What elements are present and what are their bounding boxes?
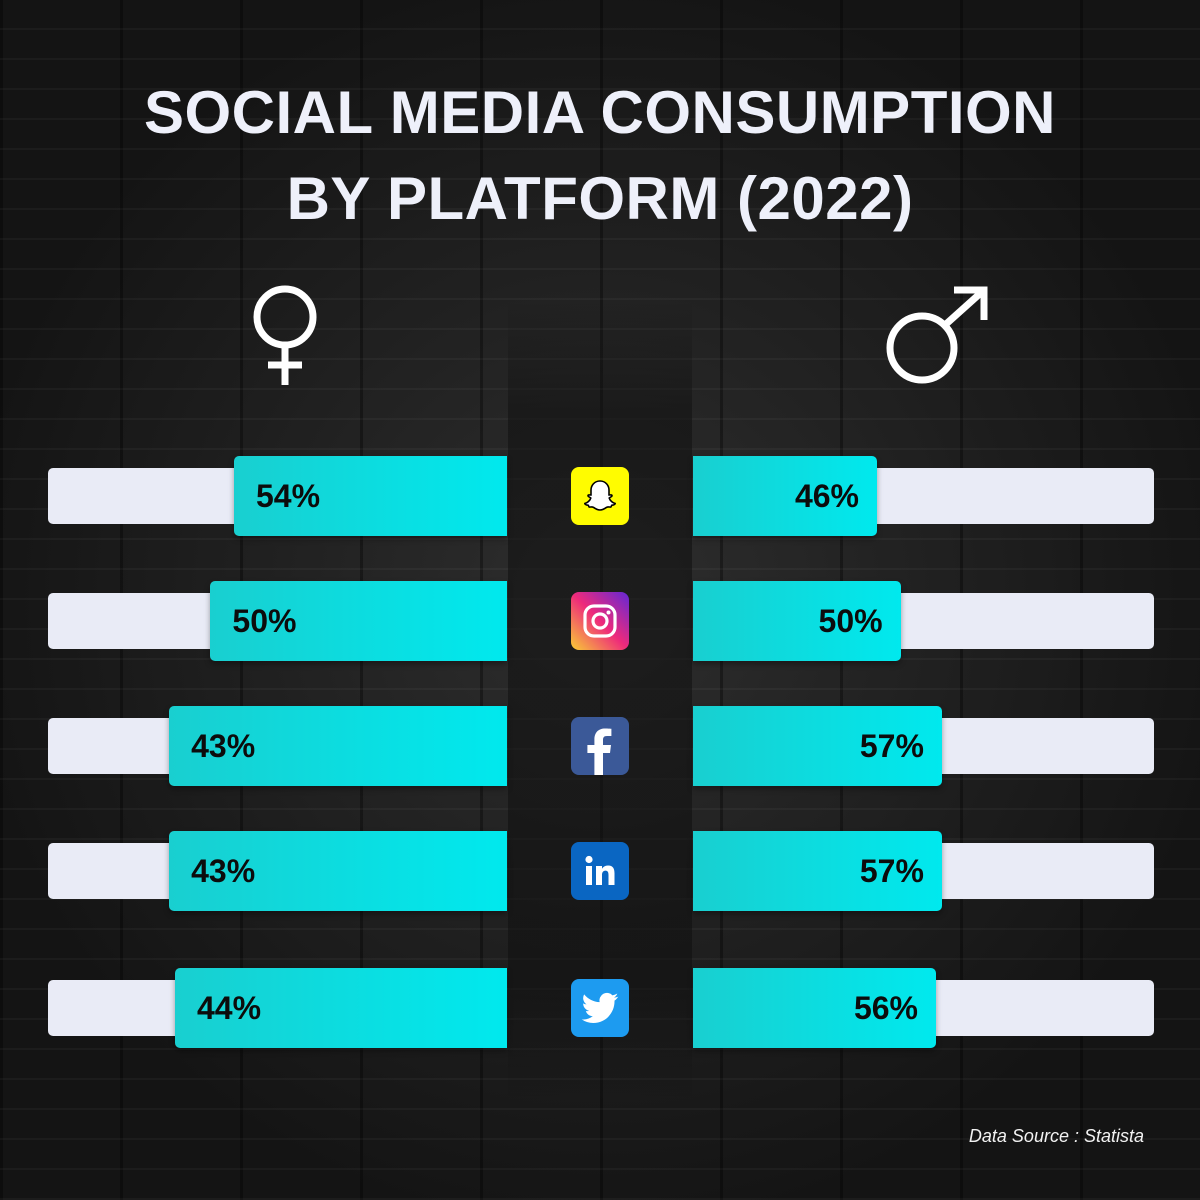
female-bar-facebook: 43%: [169, 706, 507, 786]
female-bar-twitter: 44%: [175, 968, 507, 1048]
female-value-label: 54%: [256, 477, 321, 514]
male-bar-linkedin: 57%: [693, 831, 942, 911]
center-strip: [508, 300, 692, 1100]
female-value-label: 44%: [197, 989, 262, 1026]
male-bar-snapchat: 46%: [693, 456, 877, 536]
male-value-label: 57%: [859, 852, 924, 889]
title-line-2: BY PLATFORM (2022): [286, 165, 914, 232]
twitter-icon: [571, 979, 629, 1037]
instagram-icon: [571, 592, 629, 650]
male-value-label: 50%: [818, 602, 883, 639]
male-symbol-icon: [886, 286, 988, 384]
female-value-label: 50%: [232, 602, 297, 639]
female-symbol-icon: [253, 285, 317, 385]
female-value-label: 43%: [191, 727, 256, 764]
linkedin-icon: [571, 842, 629, 900]
female-value-label: 43%: [191, 852, 256, 889]
data-source-note: Data Source : Statista: [968, 1126, 1144, 1146]
female-bar-snapchat: 54%: [234, 456, 507, 536]
male-value-label: 57%: [859, 727, 924, 764]
male-bar-instagram: 50%: [693, 581, 901, 661]
snapchat-icon: [571, 467, 629, 525]
facebook-icon: [571, 717, 629, 775]
male-bar-twitter: 56%: [693, 968, 936, 1048]
female-bar-instagram: 50%: [210, 581, 507, 661]
chart-title: SOCIAL MEDIA CONSUMPTION BY PLATFORM (20…: [0, 70, 1200, 242]
male-value-label: 56%: [853, 989, 918, 1026]
male-value-label: 46%: [794, 477, 859, 514]
female-bar-linkedin: 43%: [169, 831, 507, 911]
title-line-1: SOCIAL MEDIA CONSUMPTION: [143, 79, 1057, 146]
male-bar-facebook: 57%: [693, 706, 942, 786]
